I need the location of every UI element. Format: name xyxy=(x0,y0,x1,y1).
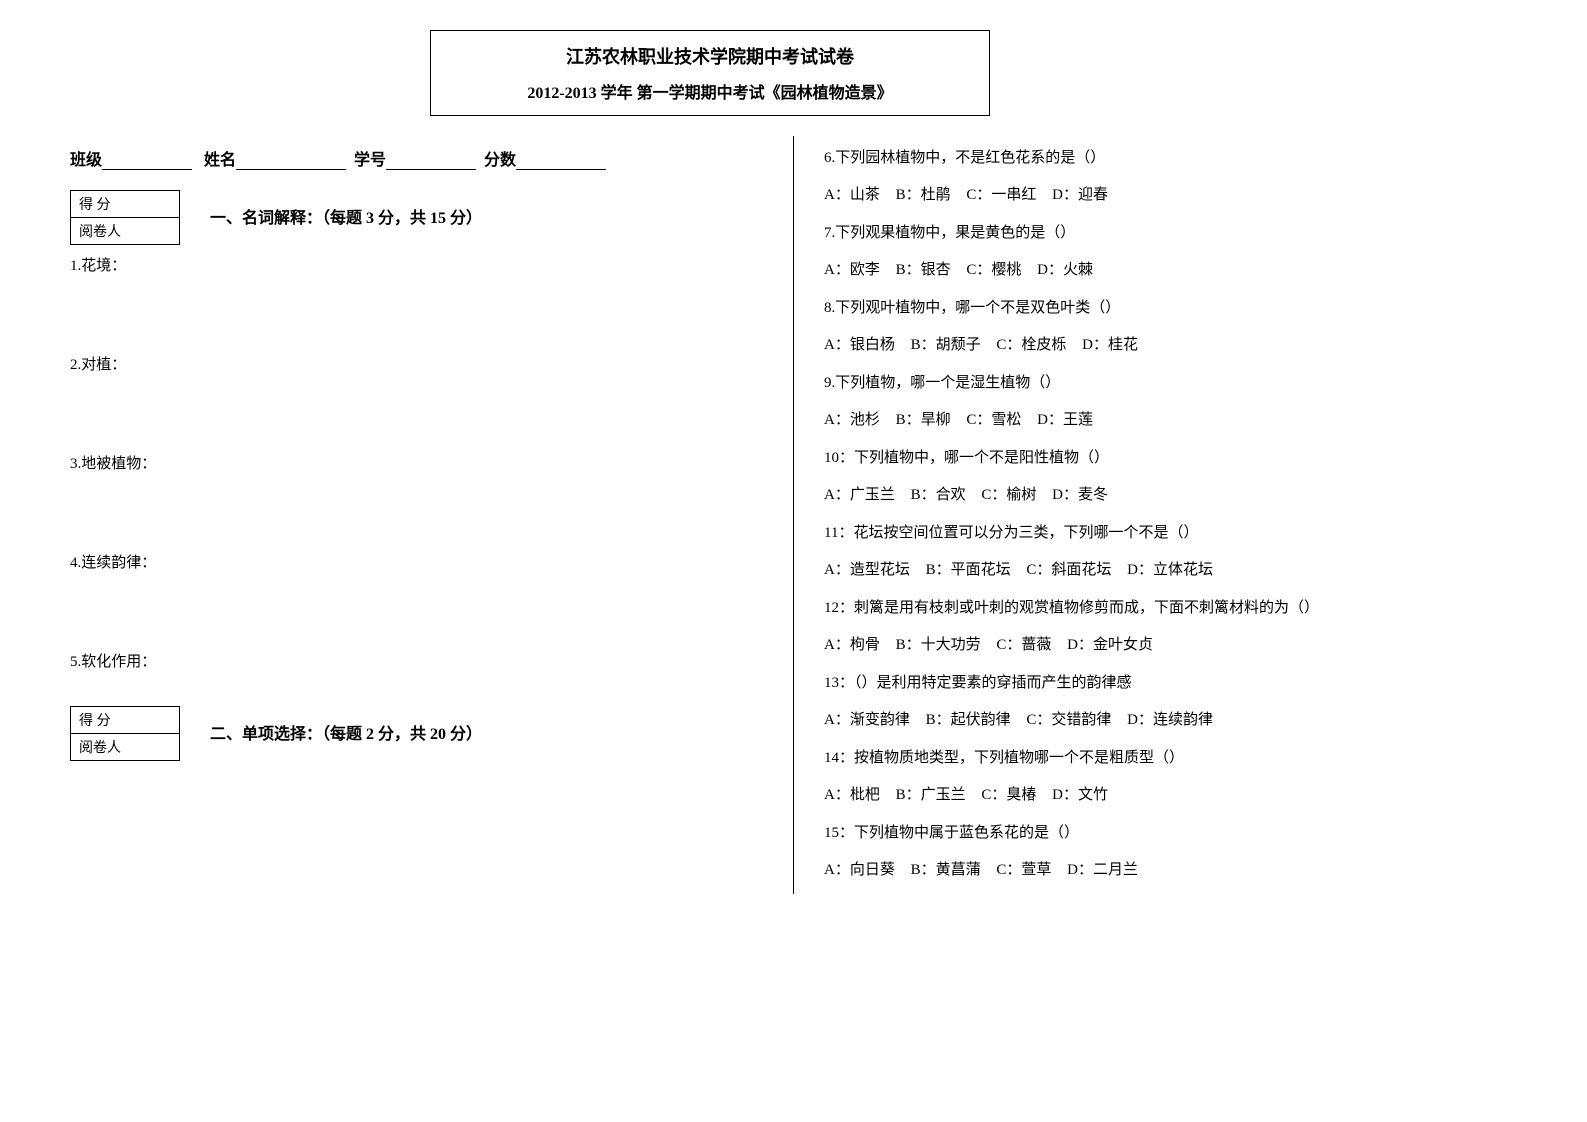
mc-q8-d: D：桂花 xyxy=(1082,337,1138,353)
mc-q15-b: B：黄菖蒲 xyxy=(911,862,981,878)
exam-subtitle: 2012-2013 学年 第一学期期中考试《园林植物造景》 xyxy=(451,79,969,103)
mc-q13-a: A：渐变韵律 xyxy=(824,712,910,728)
class-label: 班级 xyxy=(70,152,102,169)
score-box2-row-grader: 阅卷人 xyxy=(71,734,179,760)
mc-q15-a: A：向日葵 xyxy=(824,862,895,878)
mc-q14-opts: A：枇杷 B：广玉兰 C：臭椿 D：文竹 xyxy=(824,781,1517,810)
mc-q13-d: D：连续韵律 xyxy=(1127,712,1213,728)
right-column: 6.下列园林植物中，不是红色花系的是（） A：山茶 B：杜鹃 C：一串红 D：迎… xyxy=(793,136,1517,894)
mc-q13-b: B：起伏韵律 xyxy=(926,712,1011,728)
mc-q15-d: D：二月兰 xyxy=(1067,862,1138,878)
mc-q6: 6.下列园林植物中，不是红色花系的是（） xyxy=(824,144,1517,173)
mc-q6-a: A：山茶 xyxy=(824,187,880,203)
mc-q7: 7.下列观果植物中，果是黄色的是（） xyxy=(824,219,1517,248)
mc-q10-opts: A：广玉兰 B：合欢 C：榆树 D：麦冬 xyxy=(824,481,1517,510)
mc-q11: 11：花坛按空间位置可以分为三类，下列哪一个不是（） xyxy=(824,519,1517,548)
term-q4: 4.连续韵律： xyxy=(70,550,763,577)
score-box-row-score: 得 分 xyxy=(71,191,179,218)
mc-q11-b: B：平面花坛 xyxy=(926,562,1011,578)
mc-q10-d: D：麦冬 xyxy=(1052,487,1108,503)
score-box-row-grader: 阅卷人 xyxy=(71,218,179,244)
mc-q9-a: A：池杉 xyxy=(824,412,880,428)
mc-q10-a: A：广玉兰 xyxy=(824,487,895,503)
mc-q9-c: C：雪松 xyxy=(966,412,1021,428)
mc-q11-c: C：斜面花坛 xyxy=(1026,562,1111,578)
mc-q10: 10：下列植物中，哪一个不是阳性植物（） xyxy=(824,444,1517,473)
scorebox-grader-blank xyxy=(121,221,171,241)
mc-q9-b: B：旱柳 xyxy=(896,412,951,428)
scorebox2-grader-blank xyxy=(121,737,171,757)
term-q2: 2.对植： xyxy=(70,352,763,379)
mc-q9: 9.下列植物，哪一个是湿生植物（） xyxy=(824,369,1517,398)
mc-q11-opts: A：造型花坛 B：平面花坛 C：斜面花坛 D：立体花坛 xyxy=(824,556,1517,585)
mc-q6-opts: A：山茶 B：杜鹃 C：一串红 D：迎春 xyxy=(824,181,1517,210)
mc-q13-opts: A：渐变韵律 B：起伏韵律 C：交错韵律 D：连续韵律 xyxy=(824,706,1517,735)
mc-q14-a: A：枇杷 xyxy=(824,787,880,803)
mc-q13-c: C：交错韵律 xyxy=(1026,712,1111,728)
mc-q9-opts: A：池杉 B：旱柳 C：雪松 D：王莲 xyxy=(824,406,1517,435)
scorebox-score-blank xyxy=(117,194,167,214)
exam-title: 江苏农林职业技术学院期中考试试卷 xyxy=(451,43,969,69)
mc-q7-c: C：樱桃 xyxy=(966,262,1021,278)
mc-q8-a: A：银白杨 xyxy=(824,337,895,353)
mc-q15-opts: A：向日葵 B：黄菖蒲 C：萱草 D：二月兰 xyxy=(824,856,1517,885)
id-label: 学号 xyxy=(354,152,386,169)
mc-q14-c: C：臭椿 xyxy=(981,787,1036,803)
mc-q12-d: D：金叶女贞 xyxy=(1067,637,1153,653)
mc-q6-b: B：杜鹃 xyxy=(896,187,951,203)
scorebox-score-label: 得 分 xyxy=(79,194,117,214)
term-q5: 5.软化作用： xyxy=(70,649,763,676)
score-blank xyxy=(516,152,606,170)
section2-header: 得 分 阅卷人 二、单项选择：（每题 2 分，共 20 分） xyxy=(70,706,763,761)
mc-q12-c: C：蔷薇 xyxy=(996,637,1051,653)
mc-q8-b: B：胡颓子 xyxy=(911,337,981,353)
mc-q14-b: B：广玉兰 xyxy=(896,787,966,803)
scorebox2-score-label: 得 分 xyxy=(79,710,117,730)
scorebox-grader-label: 阅卷人 xyxy=(79,221,121,241)
mc-q12-opts: A：枸骨 B：十大功劳 C：蔷薇 D：金叶女贞 xyxy=(824,631,1517,660)
mc-q7-opts: A：欧李 B：银杏 C：樱桃 D：火棘 xyxy=(824,256,1517,285)
mc-q9-d: D：王莲 xyxy=(1037,412,1093,428)
class-blank xyxy=(102,152,192,170)
mc-q15-c: C：萱草 xyxy=(996,862,1051,878)
mc-q10-c: C：榆树 xyxy=(981,487,1036,503)
mc-q7-a: A：欧李 xyxy=(824,262,880,278)
mc-q11-d: D：立体花坛 xyxy=(1127,562,1213,578)
section1-title: 一、名词解释：（每题 3 分，共 15 分） xyxy=(210,190,482,228)
mc-q14: 14：按植物质地类型，下列植物哪一个不是粗质型（） xyxy=(824,744,1517,773)
term-q3: 3.地被植物： xyxy=(70,451,763,478)
left-column: 班级 姓名 学号 分数 得 分 阅卷人 一、名词解释：（每题 3 分，共 15 … xyxy=(70,136,793,894)
score-box-2: 得 分 阅卷人 xyxy=(70,706,180,761)
mc-q7-b: B：银杏 xyxy=(896,262,951,278)
student-info-line: 班级 姓名 学号 分数 xyxy=(70,146,763,170)
score-label: 分数 xyxy=(484,152,516,169)
mc-q14-d: D：文竹 xyxy=(1052,787,1108,803)
section2-title: 二、单项选择：（每题 2 分，共 20 分） xyxy=(210,706,482,744)
mc-q6-c: C：一串红 xyxy=(966,187,1036,203)
mc-q8-c: C：栓皮栎 xyxy=(996,337,1066,353)
scorebox2-score-blank xyxy=(117,710,167,730)
mc-q11-a: A：造型花坛 xyxy=(824,562,910,578)
mc-q12-b: B：十大功劳 xyxy=(896,637,981,653)
score-box2-row-score: 得 分 xyxy=(71,707,179,734)
exam-header-box: 江苏农林职业技术学院期中考试试卷 2012-2013 学年 第一学期期中考试《园… xyxy=(430,30,990,116)
mc-q6-d: D：迎春 xyxy=(1052,187,1108,203)
name-blank xyxy=(236,152,346,170)
section1-header: 得 分 阅卷人 一、名词解释：（每题 3 分，共 15 分） xyxy=(70,190,763,245)
mc-q13: 13：（）是利用特定要素的穿插而产生的韵律感 xyxy=(824,669,1517,698)
mc-q12-a: A：枸骨 xyxy=(824,637,880,653)
id-blank xyxy=(386,152,476,170)
scorebox2-grader-label: 阅卷人 xyxy=(79,737,121,757)
mc-q8: 8.下列观叶植物中，哪一个不是双色叶类（） xyxy=(824,294,1517,323)
mc-q8-opts: A：银白杨 B：胡颓子 C：栓皮栎 D：桂花 xyxy=(824,331,1517,360)
mc-q15: 15：下列植物中属于蓝色系花的是（） xyxy=(824,819,1517,848)
name-label: 姓名 xyxy=(204,152,236,169)
mc-q10-b: B：合欢 xyxy=(911,487,966,503)
mc-q7-d: D：火棘 xyxy=(1037,262,1093,278)
score-box-1: 得 分 阅卷人 xyxy=(70,190,180,245)
content-columns: 班级 姓名 学号 分数 得 分 阅卷人 一、名词解释：（每题 3 分，共 15 … xyxy=(70,136,1517,894)
mc-q12: 12：刺篱是用有枝刺或叶刺的观赏植物修剪而成，下面不刺篱材料的为（） xyxy=(824,594,1517,623)
term-q1: 1.花境： xyxy=(70,253,763,280)
